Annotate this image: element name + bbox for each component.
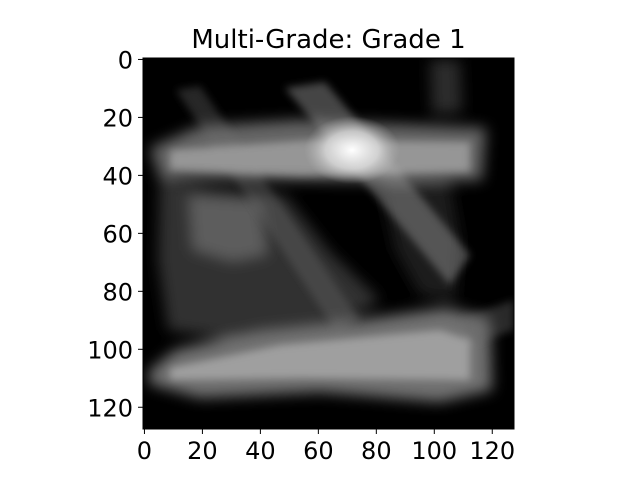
- y-tick-label: 80: [102, 278, 133, 306]
- y-tick-label: 0: [118, 46, 133, 74]
- x-tick-label: 60: [303, 437, 334, 465]
- axes-frame: [142, 57, 515, 430]
- region-left-upper: [188, 195, 268, 262]
- y-tick-label: 20: [102, 104, 133, 132]
- heatmap-image: [143, 58, 514, 429]
- x-tick-label: 120: [469, 437, 515, 465]
- x-tick-label: 0: [137, 437, 152, 465]
- region-top-right: [430, 60, 462, 114]
- y-tick-label: 100: [87, 336, 133, 364]
- x-axis: 0 20 40 60 80 100 120: [137, 429, 515, 465]
- band-lower-core: [170, 330, 470, 380]
- x-tick-label: 100: [411, 437, 457, 465]
- y-tick-label: 40: [102, 162, 133, 190]
- streak-lower-right: [462, 300, 514, 345]
- y-tick-label: 120: [87, 394, 133, 422]
- chart-title: Multi-Grade: Grade 1: [191, 25, 465, 55]
- x-tick-label: 80: [361, 437, 392, 465]
- x-tick-label: 20: [187, 437, 218, 465]
- y-tick-label: 60: [102, 220, 133, 248]
- hot-spot: [304, 116, 400, 184]
- x-tick-label: 40: [245, 437, 276, 465]
- y-axis: 0 20 40 60 80 100 120: [87, 46, 143, 422]
